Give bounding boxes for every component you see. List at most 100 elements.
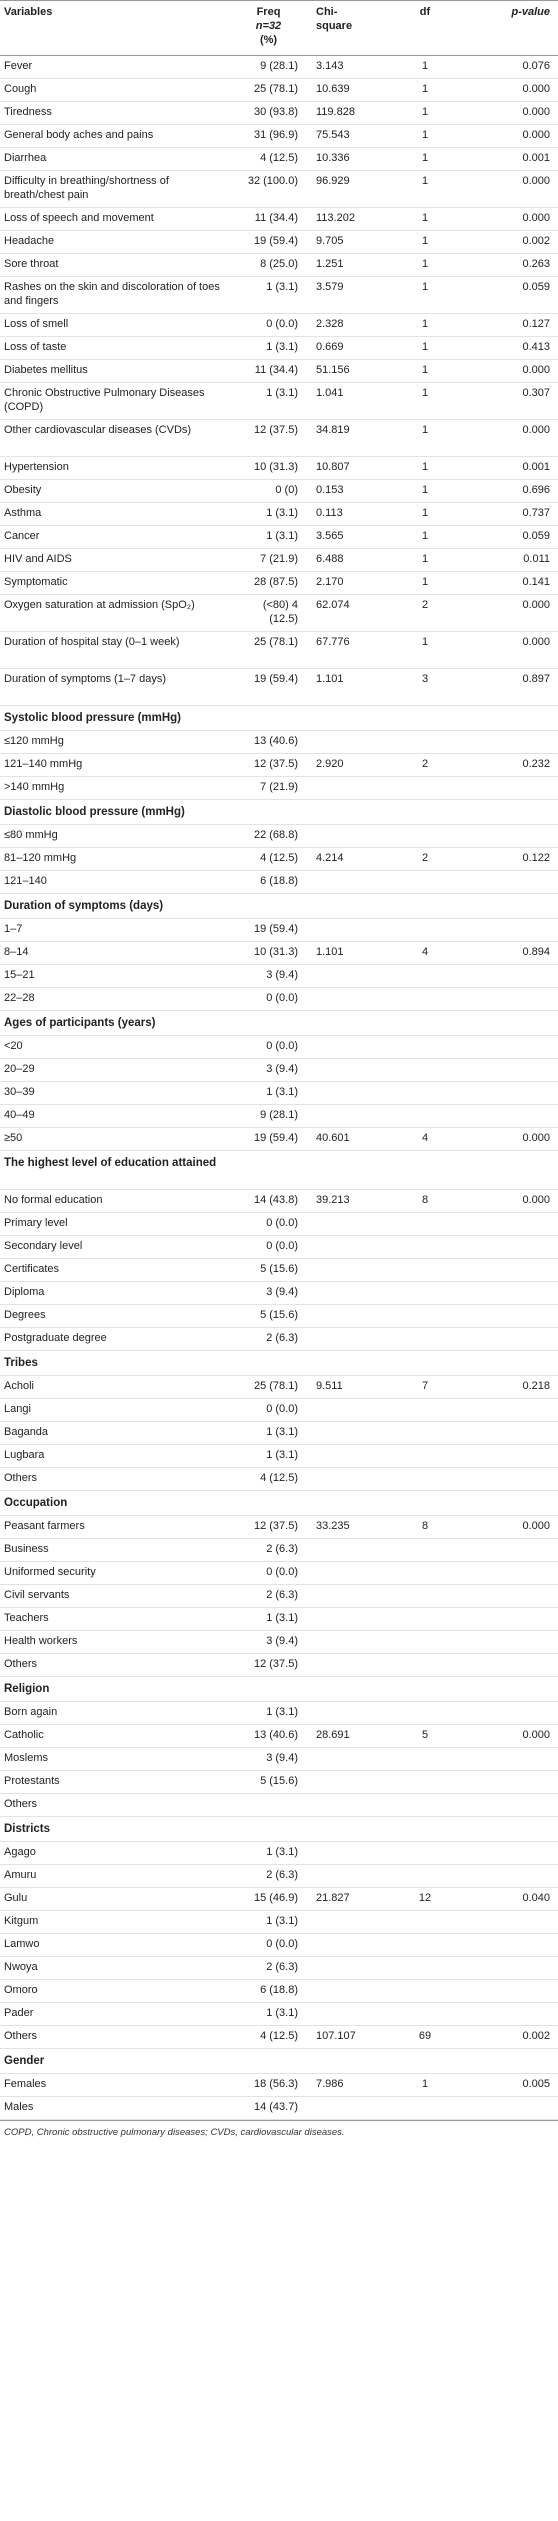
table-row: 81–120 mmHg 4 (12.5) 4.214 2 0.122: [0, 847, 558, 871]
cell-freq: 4 (12.5): [231, 847, 306, 871]
cell-variable: Other cardiovascular diseases (CVDs): [0, 419, 231, 457]
cell-pvalue: [464, 1327, 558, 1351]
table-row: Lamwo 0 (0.0): [0, 1933, 558, 1957]
table-row: Symptomatic 28 (87.5) 2.170 1 0.141: [0, 571, 558, 595]
cell-df: [386, 1538, 464, 1562]
cell-pvalue: [464, 2096, 558, 2120]
cell-chi-square: [306, 1235, 386, 1259]
cell-variable: ≤120 mmHg: [0, 730, 231, 754]
table-row: Lugbara 1 (3.1): [0, 1444, 558, 1468]
section-header-row: Systolic blood pressure (mmHg): [0, 705, 558, 731]
cell-freq: 13 (40.6): [231, 1724, 306, 1748]
table-row: Diploma 3 (9.4): [0, 1281, 558, 1305]
cell-df: 1: [386, 313, 464, 337]
section-title: Gender: [0, 2048, 558, 2074]
cell-freq: 32 (100.0): [231, 170, 306, 208]
cell-df: 1: [386, 276, 464, 314]
cell-freq: 7 (21.9): [231, 776, 306, 800]
table-row: 22–28 0 (0.0): [0, 987, 558, 1011]
table-row: Langi 0 (0.0): [0, 1398, 558, 1422]
cell-chi-square: [306, 1421, 386, 1445]
cell-df: [386, 1281, 464, 1305]
cell-freq: 28 (87.5): [231, 571, 306, 595]
cell-df: [386, 1910, 464, 1934]
table-row: 121–140 mmHg 12 (37.5) 2.920 2 0.232: [0, 753, 558, 777]
cell-df: 2: [386, 594, 464, 632]
cell-pvalue: [464, 1058, 558, 1082]
cell-pvalue: 0.141: [464, 571, 558, 595]
table-row: Duration of hospital stay (0–1 week) 25 (…: [0, 631, 558, 669]
cell-df: 1: [386, 502, 464, 526]
cell-variable: Protestants: [0, 1770, 231, 1794]
cell-chi-square: 67.776: [306, 631, 386, 669]
cell-freq: 2 (6.3): [231, 1956, 306, 1980]
table-row: ≤120 mmHg 13 (40.6): [0, 730, 558, 754]
cell-df: 7: [386, 1375, 464, 1399]
cell-df: 1: [386, 101, 464, 125]
cell-chi-square: [306, 1770, 386, 1794]
cell-pvalue: 0.897: [464, 668, 558, 706]
cell-pvalue: 0.040: [464, 1887, 558, 1911]
cell-variable: Postgraduate degree: [0, 1327, 231, 1351]
cell-chi-square: 119.828: [306, 101, 386, 125]
cell-chi-square: [306, 1035, 386, 1059]
cell-variable: Chronic Obstructive Pulmonary Diseases (…: [0, 382, 231, 420]
section-header-row: Gender: [0, 2048, 558, 2074]
table-row: Uniformed security 0 (0.0): [0, 1561, 558, 1585]
cell-variable: Males: [0, 2096, 231, 2120]
table-row: Peasant farmers 12 (37.5) 33.235 8 0.000: [0, 1515, 558, 1539]
cell-pvalue: [464, 1630, 558, 1654]
table-row: Kitgum 1 (3.1): [0, 1910, 558, 1934]
cell-df: 1: [386, 419, 464, 457]
cell-freq: 6 (18.8): [231, 1979, 306, 2003]
cell-pvalue: 0.000: [464, 207, 558, 231]
cell-freq: 25 (78.1): [231, 631, 306, 669]
cell-freq: 1 (3.1): [231, 382, 306, 420]
cell-variable: Kitgum: [0, 1910, 231, 1934]
cell-chi-square: 9.511: [306, 1375, 386, 1399]
cell-pvalue: 0.307: [464, 382, 558, 420]
cell-chi-square: [306, 1701, 386, 1725]
table-row: ≥50 19 (59.4) 40.601 4 0.000: [0, 1127, 558, 1151]
cell-freq: 3 (9.4): [231, 1630, 306, 1654]
table-row: Other cardiovascular diseases (CVDs) 12 (…: [0, 419, 558, 457]
cell-df: [386, 1630, 464, 1654]
cell-chi-square: [306, 1444, 386, 1468]
cell-variable: Fever: [0, 55, 231, 79]
cell-chi-square: 10.807: [306, 456, 386, 480]
cell-df: [386, 1864, 464, 1888]
cell-freq: 3 (9.4): [231, 1058, 306, 1082]
cell-chi-square: [306, 1653, 386, 1677]
cell-chi-square: 96.929: [306, 170, 386, 208]
cell-chi-square: 2.920: [306, 753, 386, 777]
table-row: Asthma 1 (3.1) 0.113 1 0.737: [0, 502, 558, 526]
cell-df: [386, 730, 464, 754]
cell-df: [386, 1979, 464, 2003]
cell-freq: 1 (3.1): [231, 1701, 306, 1725]
cell-chi-square: 6.488: [306, 548, 386, 572]
table-row: Headache 19 (59.4) 9.705 1 0.002: [0, 230, 558, 254]
cell-df: 8: [386, 1515, 464, 1539]
table-row: Loss of speech and movement 11 (34.4) 113.…: [0, 207, 558, 231]
cell-variable: <20: [0, 1035, 231, 1059]
cell-variable: Omoro: [0, 1979, 231, 2003]
header-variables: Variables: [0, 0, 231, 56]
section-header-row: Duration of symptoms (days): [0, 893, 558, 919]
cell-freq: 1 (3.1): [231, 1421, 306, 1445]
cell-freq: 0 (0.0): [231, 313, 306, 337]
table-row: No formal education 14 (43.8) 39.213 8 0.000: [0, 1189, 558, 1213]
cell-pvalue: [464, 2002, 558, 2026]
section-header-row: Tribes: [0, 1350, 558, 1376]
table-row: Oxygen saturation at admission (SpO₂) (<8…: [0, 594, 558, 632]
cell-chi-square: [306, 1398, 386, 1422]
table-row: Secondary level 0 (0.0): [0, 1235, 558, 1259]
cell-freq: 1 (3.1): [231, 1081, 306, 1105]
cell-df: 1: [386, 382, 464, 420]
cell-freq: 4 (12.5): [231, 1467, 306, 1491]
cell-df: 3: [386, 668, 464, 706]
section-title: Religion: [0, 1676, 558, 1702]
cell-pvalue: [464, 1793, 558, 1817]
table-row: Duration of symptoms (1–7 days) 19 (59.4)…: [0, 668, 558, 706]
table-row: ≤80 mmHg 22 (68.8): [0, 824, 558, 848]
cell-chi-square: 7.986: [306, 2073, 386, 2097]
